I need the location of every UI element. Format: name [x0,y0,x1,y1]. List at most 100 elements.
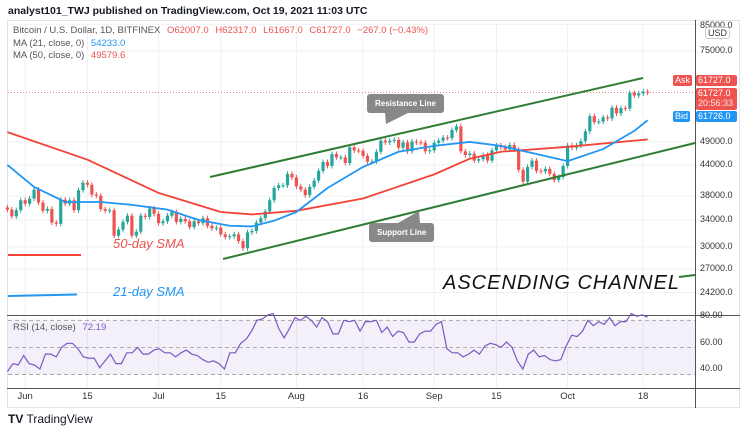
candle-body [272,187,276,201]
candle-body [437,140,441,143]
candle-body [441,137,445,141]
candle-body [285,173,290,186]
ohlc-open: O62007.0 [166,25,209,36]
ohlc-close: C61727.0 [309,25,351,36]
chart-frame [7,20,740,408]
time-tick: Jun [17,391,33,402]
time-tick: 15 [215,391,227,402]
candle-body [503,147,507,150]
tradingview-logo[interactable]: TV TradingView [8,412,93,426]
candle-body [637,93,641,96]
time-tick: Oct [560,391,575,402]
currency-badge[interactable]: USD [705,27,731,39]
resistance-callout-pointer [385,112,410,124]
sma50-annotation: 50-day SMA [113,236,185,251]
candle-body [374,151,379,162]
candle-body [196,221,201,224]
candle-body [321,162,325,171]
candle-body [539,170,543,172]
candle-body [312,180,316,187]
candle-body [72,200,76,211]
candle-body [28,198,32,204]
candle-body [241,241,245,249]
candle-body [543,168,547,172]
candle-body [143,215,147,217]
support-callout-pointer [398,211,420,223]
candle-body [125,215,130,222]
candle-body [641,91,645,94]
last-price-value: 61727.0 [698,88,731,98]
ohlc-change: −267.0 (−0.43%) [357,25,429,36]
time-tick: Aug [287,391,305,402]
candle-body [477,159,481,161]
candle-body [530,160,534,167]
candle-body [188,221,192,228]
candle-body [148,208,152,217]
candle-body [463,151,467,155]
candle-body [10,209,14,217]
tv-logo-icon: TV [8,412,24,426]
candle-body [357,150,361,152]
candle-body [23,200,27,204]
candle-body [388,140,392,143]
price-tick: 38000.0 [700,190,733,201]
candle-body [517,149,521,170]
ma50-value: 49579.6 [90,50,126,61]
symbol-legend: Bitcoin / U.S. Dollar, 1D, BITFINEX O620… [13,25,432,36]
brand-name: TradingView [26,412,93,426]
candle-body [525,166,530,182]
candle-body [370,161,374,163]
candle-body [614,107,619,114]
ohlc-high: H62317.0 [215,25,257,36]
rsi-tick: 60.00 [700,337,723,347]
ma21-legend[interactable]: MA (21, close, 0) 54233.0 [13,38,129,49]
candle-body [290,173,294,178]
sma21-swatch-line [7,293,78,297]
candle-body [490,150,494,161]
candle-body [294,177,298,187]
candle-body [494,145,499,151]
candle-body [277,185,281,188]
ma21-label: MA (21, close, 0) [13,38,85,49]
price-tick: 34000.0 [700,214,733,225]
candle-body [50,209,54,223]
rsi-legend[interactable]: RSI (14, close) 72.19 [13,322,110,333]
candle-body [597,121,601,123]
candle-body [428,150,432,152]
candle-body [557,176,561,181]
candle-body [397,139,401,148]
candle-body [228,236,232,238]
last-price-tag: 61727.0 20:56:33 [696,88,737,110]
rsi-line [6,312,648,373]
candle-body [268,200,272,212]
candle-body [85,182,90,185]
candle-body [548,168,552,174]
candle-body [116,229,121,236]
time-tick: 18 [637,391,649,402]
candle-body [565,145,570,166]
price-tick: 49000.0 [700,135,733,146]
candle-body [646,91,650,93]
ma50-legend[interactable]: MA (50, close, 0) 49579.6 [13,50,129,61]
rsi-tick: 80.00 [700,310,723,320]
price-tick: 44000.0 [700,158,733,169]
candle-body [161,221,165,224]
candle-body [450,130,454,139]
candle-body [352,147,356,151]
candle-body [41,202,45,211]
candle-body [32,189,36,199]
candle-body [365,155,370,162]
candle-body [299,186,303,190]
candle-body [606,117,610,119]
candle-body [81,182,85,191]
candle-body [414,141,419,143]
candle-body [103,209,107,211]
candle-body [343,157,347,164]
ma50-line [7,131,648,216]
candle-body [130,215,134,236]
time-tick: 15 [82,391,93,402]
ohlc-low: L61667.0 [263,25,303,36]
candle-body [468,153,472,155]
candle-body [14,210,18,217]
